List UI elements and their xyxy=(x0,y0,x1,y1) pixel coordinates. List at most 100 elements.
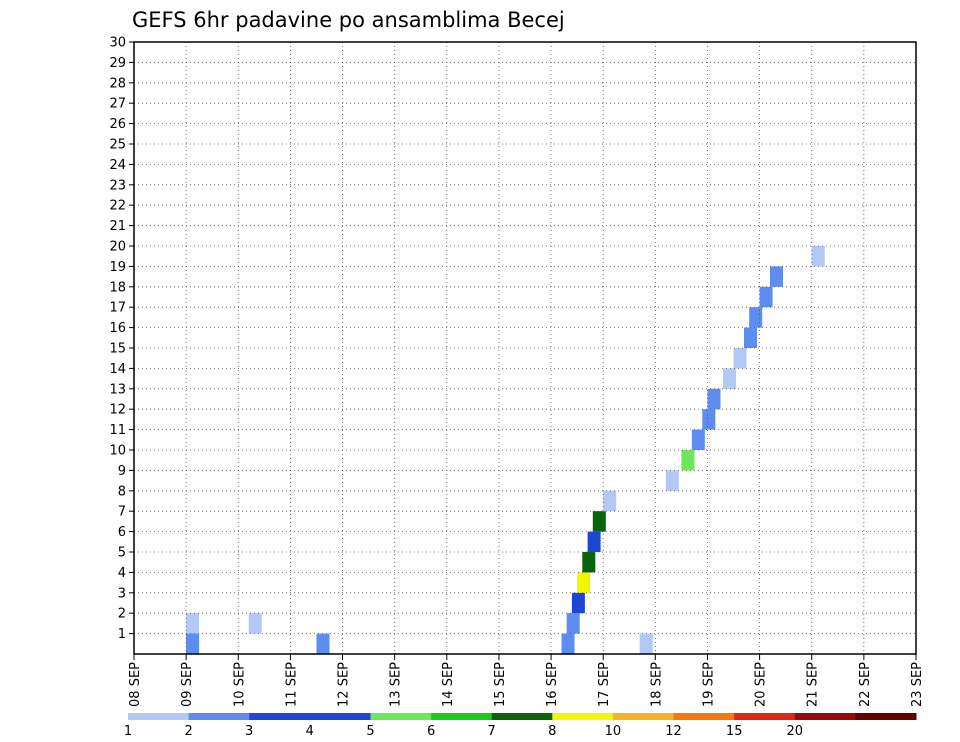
y-tick-label: 21 xyxy=(109,219,126,234)
x-tick-label: 08 SEP xyxy=(128,662,143,707)
legend-label: 6 xyxy=(427,724,435,739)
y-tick-label: 11 xyxy=(109,423,126,438)
legend-swatch xyxy=(188,713,250,720)
heatmap-cell xyxy=(587,531,601,552)
heatmap-cell xyxy=(566,613,580,634)
y-tick-label: 2 xyxy=(118,607,126,622)
y-tick-label: 3 xyxy=(118,586,126,601)
heatmap-cell xyxy=(186,633,200,654)
heatmap-cells xyxy=(186,246,825,654)
heatmap-cell xyxy=(561,633,575,654)
y-tick-label: 13 xyxy=(109,382,126,397)
y-tick-label: 15 xyxy=(109,342,126,357)
y-tick-label: 27 xyxy=(109,97,126,112)
heatmap-cell xyxy=(186,613,200,634)
x-tick-label: 19 SEP xyxy=(701,662,716,707)
legend-swatch xyxy=(673,713,735,720)
x-tick-label: 22 SEP xyxy=(858,662,873,707)
y-tick-label: 10 xyxy=(109,444,126,459)
legend-swatch xyxy=(309,713,371,720)
y-tick-label: 6 xyxy=(118,525,126,540)
x-tick-label: 17 SEP xyxy=(597,662,612,707)
y-tick-label: 19 xyxy=(109,260,126,275)
x-tick-label: 13 SEP xyxy=(389,662,404,707)
legend-label: 5 xyxy=(366,724,374,739)
heatmap-cell xyxy=(707,388,721,410)
y-tick-label: 14 xyxy=(109,362,126,377)
legend-swatch xyxy=(552,713,614,720)
y-tick-label: 7 xyxy=(118,505,126,520)
legend-swatch xyxy=(370,713,432,720)
x-tick-label: 11 SEP xyxy=(284,662,299,707)
x-tick-label: 20 SEP xyxy=(754,662,769,707)
y-tick-label: 20 xyxy=(109,240,126,255)
y-tick-label: 18 xyxy=(109,280,126,295)
heatmap-cell xyxy=(316,633,330,654)
legend-swatch xyxy=(612,713,674,720)
y-axis: 1234567891011121314151617181920212223242… xyxy=(109,36,134,642)
heatmap-cell xyxy=(248,613,262,634)
legend-swatch xyxy=(249,713,311,720)
legend-swatch xyxy=(491,713,553,720)
legend-label: 10 xyxy=(605,724,622,739)
x-tick-label: 18 SEP xyxy=(649,662,664,707)
legend-swatch xyxy=(128,713,190,720)
y-tick-label: 28 xyxy=(109,76,126,91)
heatmap-cell xyxy=(577,572,591,593)
chart-title: GEFS 6hr padavine po ansamblima Becej xyxy=(132,8,565,32)
legend-label: 12 xyxy=(665,724,682,739)
y-tick-label: 12 xyxy=(109,403,126,418)
y-tick-label: 30 xyxy=(109,36,126,51)
y-tick-label: 16 xyxy=(109,321,126,336)
legend-swatch xyxy=(734,713,796,720)
heatmap-cell xyxy=(665,470,679,491)
x-tick-label: 14 SEP xyxy=(441,662,456,707)
legend-swatch xyxy=(431,713,493,720)
y-tick-label: 9 xyxy=(118,464,126,479)
legend-label: 15 xyxy=(726,724,743,739)
y-tick-label: 17 xyxy=(109,301,126,316)
heatmap-cell xyxy=(723,368,737,389)
x-tick-label: 10 SEP xyxy=(232,662,247,707)
heatmap-cell xyxy=(571,592,585,614)
y-tick-label: 22 xyxy=(109,199,126,214)
heatmap-cell xyxy=(749,307,763,328)
legend-label: 20 xyxy=(787,724,804,739)
heatmap-cell xyxy=(691,429,705,450)
legend-label: 3 xyxy=(245,724,253,739)
y-tick-label: 25 xyxy=(109,138,126,153)
x-tick-label: 23 SEP xyxy=(910,662,925,707)
y-tick-label: 1 xyxy=(118,627,126,642)
y-tick-label: 24 xyxy=(109,158,126,173)
y-tick-label: 4 xyxy=(118,566,126,581)
heatmap-cell xyxy=(639,633,653,654)
legend-label: 7 xyxy=(488,724,496,739)
y-tick-label: 8 xyxy=(118,484,126,499)
grid-lines xyxy=(134,42,916,654)
heatmap-cell xyxy=(603,490,617,512)
x-tick-label: 12 SEP xyxy=(337,662,352,707)
legend-label: 1 xyxy=(124,724,132,739)
x-axis: 08 SEP 09 SEP 10 SEP 11 SEP 12 SEP 13 SEP 14 S… xyxy=(128,654,925,707)
legend-label: 8 xyxy=(548,724,556,739)
x-tick-label: 15 SEP xyxy=(493,662,508,707)
legend-swatch xyxy=(855,713,917,720)
x-tick-label: 16 SEP xyxy=(545,662,560,707)
heatmap-cell xyxy=(770,266,783,287)
x-tick-label: 09 SEP xyxy=(180,662,195,707)
legend-label: 4 xyxy=(306,724,314,739)
color-legend: 1 2 3 4 5 6 7 8 10 12 15 20 xyxy=(124,713,917,739)
heatmap-cell xyxy=(592,511,606,532)
heatmap-cell xyxy=(733,348,747,369)
legend-swatch xyxy=(794,713,856,720)
x-tick-label: 21 SEP xyxy=(806,662,821,707)
y-tick-label: 26 xyxy=(109,117,126,132)
y-tick-label: 5 xyxy=(118,546,126,561)
heatmap-cell xyxy=(744,327,757,348)
heatmap-cell xyxy=(811,246,825,267)
heatmap-cell xyxy=(582,552,596,573)
heatmap-cell xyxy=(702,409,716,430)
y-tick-label: 23 xyxy=(109,178,126,193)
heatmap-cell xyxy=(759,286,773,308)
